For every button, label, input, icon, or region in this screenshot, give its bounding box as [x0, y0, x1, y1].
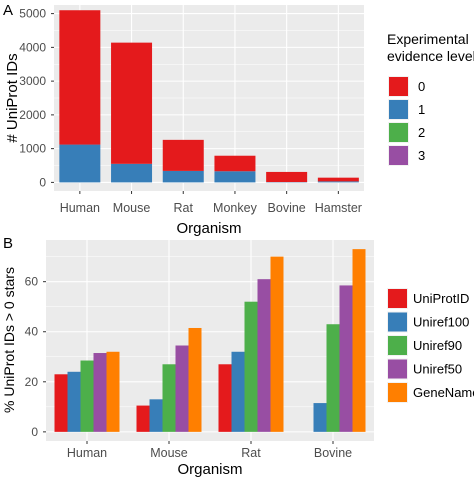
x-tick-label: Rat — [174, 201, 194, 215]
x-tick-label: Mouse — [150, 446, 188, 460]
panel-a-x-axis-title: Organism — [176, 220, 241, 237]
bar-human-level-0 — [59, 10, 101, 145]
x-tick-label: Hamster — [315, 201, 362, 215]
panel-a-legend-title-line-1: Experimental — [387, 31, 469, 47]
legend-swatch — [389, 146, 408, 165]
bar-bovine-uniref90 — [326, 324, 340, 432]
x-tick-label: Rat — [241, 446, 261, 460]
panel-a-legend-items: 0 1 2 3 — [388, 76, 425, 166]
bar-human-genename — [106, 351, 120, 432]
panel-a-gridlines — [54, 5, 364, 191]
bar-mouse-uniprotid — [136, 405, 150, 432]
legend-swatch — [388, 312, 407, 332]
panel-a-label: A — [3, 2, 13, 19]
panel-a-legend-title-line-2: evidence level — [387, 48, 474, 64]
bar-human-level-1 — [59, 144, 101, 183]
bar-rat-genename — [270, 256, 284, 432]
bar-mouse-uniref100 — [149, 399, 163, 432]
legend-label: Uniref100 — [413, 315, 469, 330]
legend-label: GeneName — [413, 385, 474, 400]
legend-label: UniProtID — [413, 291, 469, 306]
legend-swatch — [388, 383, 407, 402]
bar-bovine-genename — [352, 249, 366, 432]
y-tick-label: 0 — [39, 175, 46, 189]
panel-a-y-axis-title: # UniProt IDs — [4, 53, 21, 142]
panel-a-bars — [59, 10, 359, 183]
legend-swatch — [389, 123, 408, 142]
bar-mouse-uniref50 — [175, 345, 189, 432]
panel-b-label: B — [3, 235, 13, 252]
panel-b-legend: UniProtID Uniref100 Uniref90 Uniref50 GeneNa… — [387, 288, 474, 403]
x-tick-label: Bovine — [314, 446, 352, 460]
panel-a-legend: Experimental evidence level 0 1 2 3 — [387, 31, 474, 166]
bar-human-uniprotid — [54, 374, 68, 432]
legend-label: 3 — [418, 148, 425, 163]
bar-rat-uniref100 — [231, 351, 245, 432]
bar-mouse-uniref90 — [162, 364, 176, 432]
bar-rat-uniref50 — [257, 279, 271, 432]
x-tick-label: Human — [67, 446, 107, 460]
bar-mouse-genename — [188, 327, 202, 432]
bar-rat-uniprotid — [218, 364, 232, 432]
legend-label: Uniref90 — [413, 338, 462, 353]
y-tick-label: 2000 — [19, 108, 46, 122]
y-tick-label: 60 — [25, 275, 39, 289]
x-tick-label: Monkey — [213, 201, 258, 215]
y-tick-label: 1000 — [19, 142, 46, 156]
legend-label: 0 — [418, 79, 425, 94]
legend-swatch — [388, 289, 407, 308]
bar-bovine-uniref100 — [313, 403, 327, 432]
bar-human-uniref100 — [67, 371, 81, 432]
legend-label: Uniref50 — [413, 362, 462, 377]
legend-label: 2 — [418, 125, 425, 140]
bar-bovine-uniref50 — [339, 285, 353, 432]
panel-b-x-axis-title: Organism — [177, 461, 242, 478]
y-tick-label: 3000 — [19, 74, 46, 88]
panel-b: B 0 20 40 60 Human Mouse Rat Bovine Organism %… — [1, 235, 474, 478]
panel-b-bars — [54, 249, 366, 432]
x-tick-label: Human — [60, 201, 100, 215]
x-tick-label: Bovine — [268, 201, 306, 215]
panel-b-legend-items: UniProtID Uniref100 Uniref90 Uniref50 GeneNa… — [387, 288, 474, 403]
legend-label: 1 — [418, 102, 425, 117]
panel-b-y-ticks: 0 20 40 60 — [25, 275, 46, 439]
legend-swatch — [389, 77, 408, 96]
y-tick-label: 5000 — [19, 7, 46, 21]
bar-rat-uniref90 — [244, 301, 258, 432]
legend-swatch — [388, 336, 407, 355]
bar-human-uniref50 — [93, 353, 107, 432]
bar-bovine-level-0 — [266, 171, 308, 183]
bar-human-uniref90 — [80, 360, 94, 432]
bar-monkey-level-1 — [214, 171, 256, 183]
y-tick-label: 20 — [25, 375, 39, 389]
y-tick-label: 4000 — [19, 40, 46, 54]
panel-b-x-ticks: Human Mouse Rat Bovine — [67, 441, 352, 460]
panel-a: A 0 1000 2000 3000 4000 5000 Human Mouse Rat Mon… — [3, 2, 474, 237]
bar-mouse-level-0 — [111, 42, 153, 164]
panel-b-y-axis-title: % UniProt IDs > 0 stars — [1, 267, 17, 413]
bar-monkey-level-0 — [214, 155, 256, 172]
legend-swatch — [389, 100, 408, 119]
y-tick-label: 40 — [25, 325, 39, 339]
x-tick-label: Mouse — [113, 201, 151, 215]
bar-hamster-level-0 — [317, 177, 359, 182]
bar-rat-level-0 — [162, 139, 204, 171]
panel-a-y-ticks: 0 1000 2000 3000 4000 5000 — [19, 7, 54, 189]
panel-a-x-ticks: Human Mouse Rat Monkey Bovine Hamster — [60, 191, 362, 215]
bar-rat-level-1 — [162, 170, 204, 183]
bar-hamster-level-1 — [317, 181, 359, 183]
bar-mouse-level-1 — [111, 163, 153, 183]
legend-swatch — [388, 359, 407, 379]
y-tick-label: 0 — [31, 425, 38, 439]
